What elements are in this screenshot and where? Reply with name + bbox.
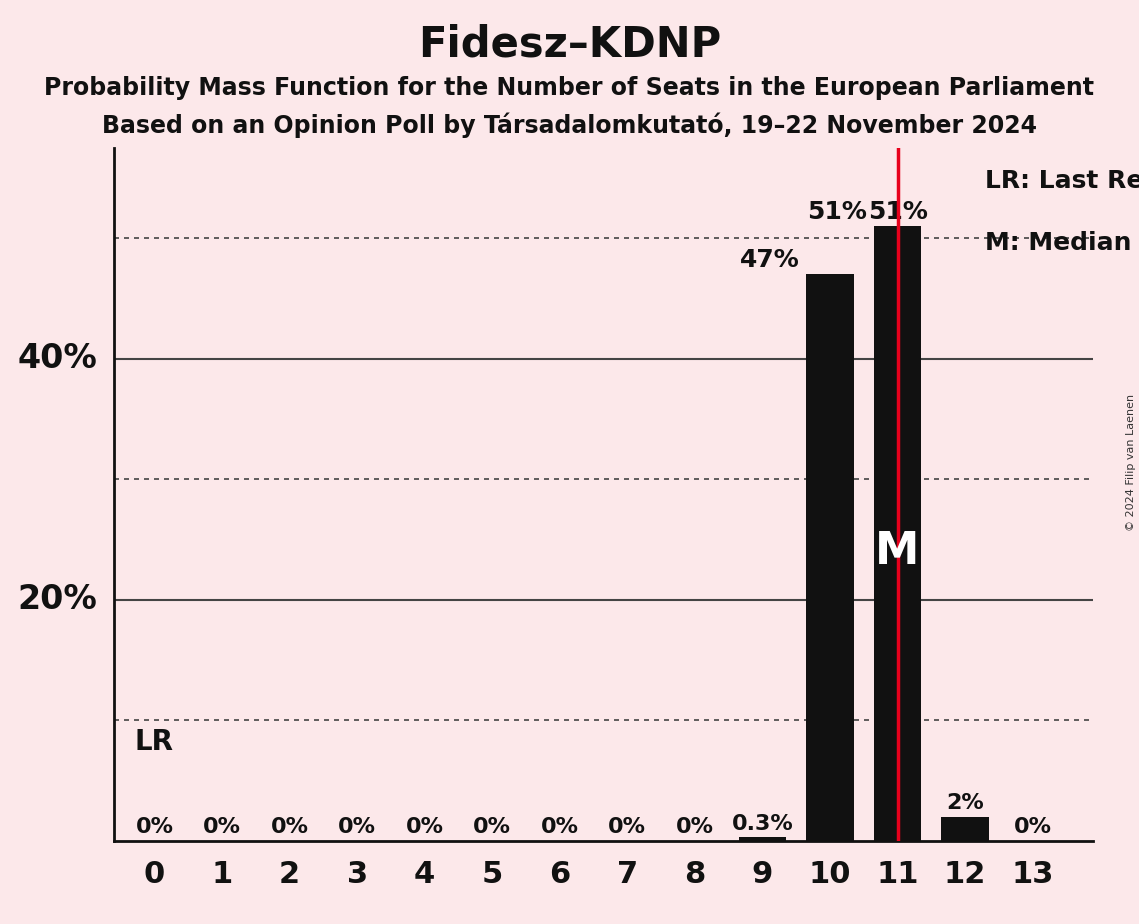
Text: 0%: 0% [675, 817, 714, 837]
Bar [942, 817, 989, 841]
Text: 0.3%: 0.3% [731, 814, 793, 833]
Text: © 2024 Filip van Laenen: © 2024 Filip van Laenen [1126, 394, 1136, 530]
Text: 0%: 0% [136, 817, 173, 837]
Text: 0%: 0% [1014, 817, 1051, 837]
Text: 0%: 0% [271, 817, 309, 837]
Text: 51%: 51% [808, 200, 867, 224]
Text: M: M [876, 530, 919, 573]
Text: 0%: 0% [541, 817, 579, 837]
Text: 47%: 47% [740, 248, 800, 272]
Text: 0%: 0% [608, 817, 646, 837]
Text: M: Median: M: Median [985, 231, 1132, 255]
Bar [874, 226, 921, 841]
Text: Based on an Opinion Poll by Társadalomkutató, 19–22 November 2024: Based on an Opinion Poll by Társadalomku… [103, 113, 1036, 139]
Text: 0%: 0% [473, 817, 511, 837]
Text: 20%: 20% [17, 583, 97, 616]
Text: 0%: 0% [203, 817, 241, 837]
Text: 51%: 51% [868, 200, 927, 224]
Text: 0%: 0% [405, 817, 444, 837]
Text: LR: Last Result: LR: Last Result [985, 168, 1139, 192]
Bar [739, 837, 786, 841]
Text: 40%: 40% [17, 342, 97, 375]
Text: 2%: 2% [947, 793, 984, 813]
Text: Probability Mass Function for the Number of Seats in the European Parliament: Probability Mass Function for the Number… [44, 76, 1095, 100]
Text: Fidesz–KDNP: Fidesz–KDNP [418, 23, 721, 65]
Bar [806, 274, 853, 841]
Text: 0%: 0% [338, 817, 376, 837]
Text: LR: LR [134, 728, 174, 756]
